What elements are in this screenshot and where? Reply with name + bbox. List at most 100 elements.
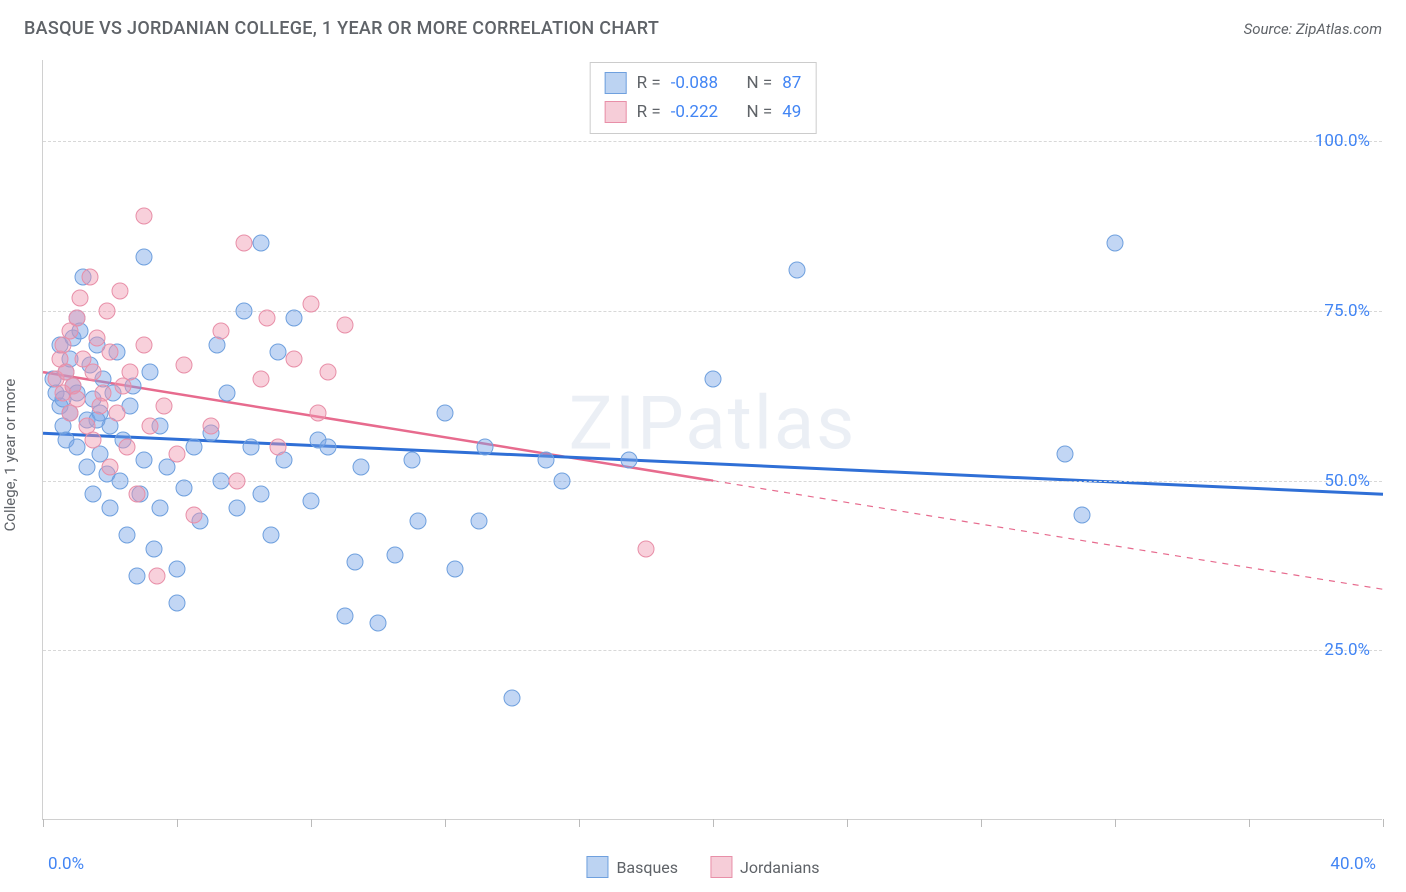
x-tick [847, 819, 848, 827]
scatter-point [370, 615, 387, 632]
scatter-point [229, 499, 246, 516]
scatter-point [102, 499, 119, 516]
scatter-point [135, 452, 152, 469]
scatter-point [621, 452, 638, 469]
legend-item: Basques [586, 856, 678, 878]
scatter-point [252, 486, 269, 503]
y-tick-label: 50.0% [1324, 471, 1370, 491]
scatter-point [537, 452, 554, 469]
scatter-point [303, 493, 320, 510]
scatter-point [336, 608, 353, 625]
scatter-point [169, 594, 186, 611]
scatter-point [470, 513, 487, 530]
chart-header: BASQUE VS JORDANIAN COLLEGE, 1 YEAR OR M… [0, 0, 1406, 49]
scatter-point [85, 364, 102, 381]
scatter-point [447, 560, 464, 577]
x-tick [43, 819, 44, 827]
scatter-point [135, 248, 152, 265]
scatter-point [410, 513, 427, 530]
plot-svg [43, 60, 1382, 819]
scatter-point [554, 472, 571, 489]
x-tick [579, 819, 580, 827]
scatter-point [788, 262, 805, 279]
x-tick [713, 819, 714, 827]
watermark: ZIPatlas [569, 381, 857, 468]
x-min-label: 0.0% [48, 854, 84, 874]
chart-title: BASQUE VS JORDANIAN COLLEGE, 1 YEAR OR M… [24, 18, 659, 39]
x-tick [1249, 819, 1250, 827]
scatter-point [175, 357, 192, 374]
scatter-point [1056, 445, 1073, 462]
scatter-point [128, 567, 145, 584]
stat-n-value: 49 [782, 98, 801, 127]
scatter-point [504, 689, 521, 706]
legend-swatch [710, 856, 732, 878]
scatter-point [236, 303, 253, 320]
x-max-label: 40.0% [1330, 854, 1376, 874]
scatter-point [319, 438, 336, 455]
scatter-point [98, 303, 115, 320]
scatter-point [252, 370, 269, 387]
scatter-point [85, 432, 102, 449]
scatter-point [353, 459, 370, 476]
legend-label: Jordanians [740, 858, 819, 877]
scatter-point [68, 309, 85, 326]
scatter-point [403, 452, 420, 469]
x-tick [1115, 819, 1116, 827]
scatter-point [68, 438, 85, 455]
scatter-point [705, 370, 722, 387]
scatter-point [102, 343, 119, 360]
scatter-point [269, 438, 286, 455]
scatter-point [145, 540, 162, 557]
scatter-point [142, 418, 159, 435]
series-swatch [605, 72, 627, 94]
scatter-point [1107, 235, 1124, 252]
scatter-point [212, 323, 229, 340]
stat-r-label: R = [637, 98, 661, 127]
legend-label: Basques [616, 858, 678, 877]
scatter-point [112, 282, 129, 299]
scatter-point [81, 269, 98, 286]
scatter-point [85, 486, 102, 503]
scatter-point [242, 438, 259, 455]
plot-area: ZIPatlas 25.0%50.0%75.0%100.0% [42, 60, 1382, 820]
scatter-point [112, 472, 129, 489]
scatter-point [286, 350, 303, 367]
scatter-point [91, 398, 108, 415]
scatter-point [88, 330, 105, 347]
stats-row: R = -0.088 N = 87 [605, 69, 802, 98]
x-tick [445, 819, 446, 827]
scatter-point [202, 418, 219, 435]
y-tick-label: 25.0% [1324, 640, 1370, 660]
scatter-point [212, 472, 229, 489]
x-tick [981, 819, 982, 827]
x-tick [1383, 819, 1384, 827]
scatter-point [118, 527, 135, 544]
stat-n-label: N = [747, 98, 773, 127]
scatter-point [336, 316, 353, 333]
scatter-point [148, 567, 165, 584]
scatter-point [262, 527, 279, 544]
scatter-point [142, 364, 159, 381]
y-axis-label: College, 1 year or more [1, 379, 19, 532]
scatter-point [269, 343, 286, 360]
scatter-point [155, 398, 172, 415]
scatter-point [175, 479, 192, 496]
x-tick [177, 819, 178, 827]
scatter-point [102, 459, 119, 476]
scatter-point [346, 554, 363, 571]
scatter-point [386, 547, 403, 564]
scatter-point [236, 235, 253, 252]
scatter-point [118, 438, 135, 455]
scatter-point [319, 364, 336, 381]
stats-row: R = -0.222 N = 49 [605, 98, 802, 127]
stat-n-value: 87 [782, 69, 801, 98]
legend-item: Jordanians [710, 856, 819, 878]
scatter-point [71, 289, 88, 306]
scatter-point [169, 560, 186, 577]
stat-r-value: -0.222 [671, 98, 718, 127]
scatter-point [78, 459, 95, 476]
legend-swatch [586, 856, 608, 878]
scatter-point [135, 208, 152, 225]
scatter-point [309, 404, 326, 421]
